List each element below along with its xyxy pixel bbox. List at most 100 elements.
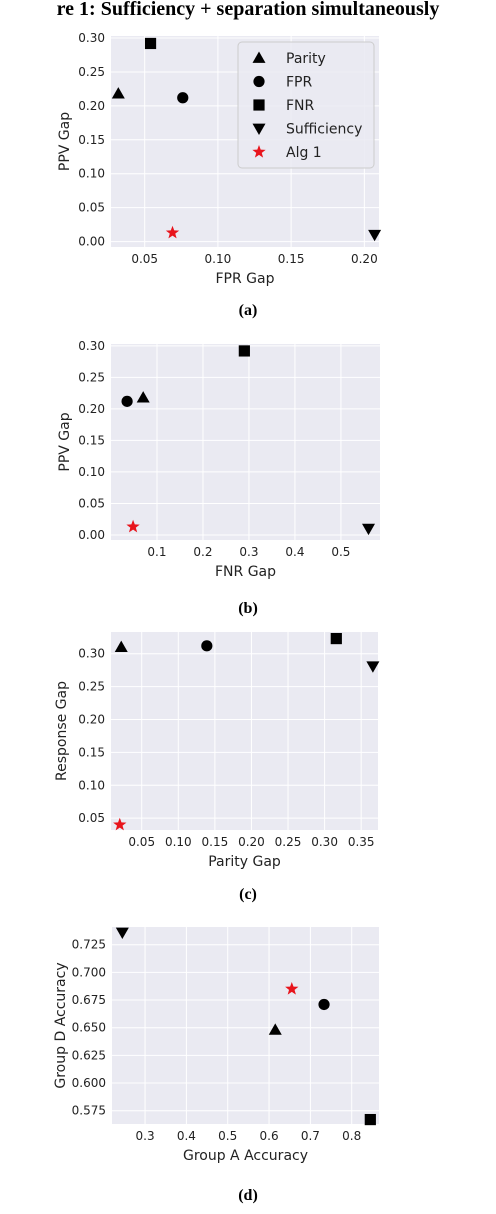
data-points (115, 927, 376, 1126)
y-tick-label: 0.700 (72, 965, 106, 979)
x-tick-labels: 0.3 0.4 0.5 0.6 0.7 0.8 (136, 1129, 362, 1143)
gridlines (112, 927, 379, 1124)
point-parity (111, 87, 125, 99)
point-fnr (330, 632, 342, 645)
legend-marker-sufficiency (252, 123, 266, 135)
y-tick-label: 0.600 (72, 1076, 106, 1090)
figure-title: re 1: Sufficiency + separation simultane… (0, 0, 496, 22)
y-tick-labels: 0.00 0.05 0.10 0.15 0.20 0.25 0.30 (78, 339, 105, 542)
point-alg-1 (126, 519, 140, 533)
y-tick-label: 0.10 (78, 167, 105, 181)
x-tick-label: 0.5 (331, 545, 350, 559)
x-tick-label: 0.30 (311, 835, 338, 849)
point-sufficiency (368, 229, 382, 242)
legend-marker-fpr (253, 75, 265, 88)
y-tick-label: 0.650 (72, 1021, 106, 1035)
point-parity (136, 391, 150, 403)
y-tick-label: 0.30 (78, 31, 105, 45)
y-tick-label: 0.20 (78, 99, 105, 113)
y-tick-label: 0.575 (72, 1104, 106, 1118)
y-tick-label: 0.15 (78, 745, 105, 759)
x-tick-label: 0.10 (205, 252, 232, 266)
point-fpr (201, 640, 213, 652)
point-fnr (144, 37, 157, 50)
y-tick-label: 0.25 (78, 680, 105, 694)
y-tick-label: 0.30 (78, 339, 105, 353)
x-axis-label: Group A Accuracy (183, 1148, 308, 1164)
x-tick-label: 0.05 (128, 835, 155, 849)
point-sufficiency (362, 523, 376, 536)
scatter-chart-a: 0.05 0.10 0.15 0.20 0.00 0.05 0.10 0.15 0.20 0.25… (57, 31, 382, 319)
point-fnr (364, 1113, 376, 1126)
x-tick-label: 0.8 (342, 1129, 361, 1143)
y-tick-labels: 0.05 0.10 0.15 0.20 0.25 0.30 (78, 647, 105, 825)
y-tick-label: 0.00 (78, 235, 105, 249)
legend-marker-parity (252, 51, 266, 63)
point-fnr (238, 345, 250, 357)
x-tick-label: 0.05 (131, 252, 158, 266)
y-tick-label: 0.625 (72, 1048, 106, 1062)
x-tick-label: 0.1 (147, 545, 166, 559)
legend-label-fnr: FNR (286, 98, 315, 114)
y-axis-label: PPV Gap (57, 112, 73, 171)
x-axis-label: FNR Gap (215, 564, 276, 580)
x-tick-labels: 0.05 0.10 0.15 0.20 (131, 252, 377, 266)
legend-label-parity: Parity (286, 51, 326, 67)
figure-title-text: re 1: Sufficiency + separation simultane… (56, 0, 440, 20)
point-parity (114, 640, 128, 653)
x-tick-label: 0.35 (348, 835, 375, 849)
plot-area (111, 632, 378, 830)
x-tick-label: 0.5 (218, 1129, 237, 1143)
y-tick-label: 0.15 (78, 133, 105, 147)
point-fpr (121, 395, 133, 407)
y-tick-label: 0.25 (78, 65, 105, 79)
y-tick-label: 0.725 (72, 938, 106, 952)
point-alg-1 (165, 225, 180, 239)
point-alg-1 (113, 817, 127, 831)
scatter-chart-c: 0.05 0.10 0.15 0.20 0.25 0.30 0.35 0.05 0.10 0.15… (54, 632, 380, 903)
y-tick-label: 0.675 (72, 993, 106, 1007)
x-axis-label: Parity Gap (208, 854, 281, 870)
data-points (113, 632, 380, 831)
x-tick-label: 0.2 (193, 545, 212, 559)
legend-marker-alg-1 (252, 145, 266, 158)
data-points (111, 37, 382, 242)
x-tick-label: 0.4 (285, 545, 304, 559)
legend-box (237, 41, 375, 169)
y-tick-label: 0.15 (78, 433, 105, 447)
scatter-chart-d: 0.3 0.4 0.5 0.6 0.7 0.80.5750.6000.6250.6500.… (53, 927, 379, 1204)
scatter-chart-b: 0.1 0.2 0.3 0.4 0.50.000.050.100.150.200.250… (57, 339, 380, 617)
legend-marker-fnr (253, 99, 265, 111)
y-tick-labels: 0.00 0.05 0.10 0.15 0.20 0.25 0.30 (78, 31, 105, 249)
y-axis-label: Response Gap (54, 681, 70, 781)
y-tick-label: 0.00 (78, 528, 105, 542)
legend-label-sufficiency: Sufficiency (286, 122, 362, 138)
point-fpr (318, 998, 330, 1011)
y-tick-label: 0.25 (78, 370, 105, 384)
point-alg-1 (285, 981, 299, 995)
legend-label-alg-1: Alg 1 (286, 145, 322, 161)
y-tick-labels: 0.575 0.600 0.625 0.650 0.675 0.700 0.725 (72, 938, 106, 1118)
y-axis-label: PPV Gap (57, 412, 73, 471)
plot-area (111, 344, 380, 540)
plot-area (112, 927, 379, 1124)
point-sufficiency (115, 927, 129, 940)
x-tick-label: 0.4 (177, 1129, 196, 1143)
caption: (a) (239, 302, 258, 319)
x-tick-label: 0.7 (301, 1129, 320, 1143)
caption: (d) (238, 1187, 258, 1204)
legend-label-fpr: FPR (286, 75, 312, 91)
data-points (121, 345, 376, 536)
x-tick-label: 0.6 (260, 1129, 279, 1143)
x-tick-label: 0.15 (202, 835, 229, 849)
y-tick-label: 0.10 (78, 778, 105, 792)
caption: (b) (238, 600, 258, 617)
x-tick-label: 0.20 (351, 252, 378, 266)
y-tick-label: 0.20 (78, 712, 105, 726)
y-tick-label: 0.30 (78, 647, 105, 661)
y-tick-label: 0.10 (78, 465, 105, 479)
x-tick-labels: 0.1 0.2 0.3 0.4 0.5 (147, 545, 350, 559)
point-fpr (177, 92, 189, 104)
caption: (c) (239, 886, 257, 903)
y-tick-label: 0.05 (78, 201, 105, 215)
